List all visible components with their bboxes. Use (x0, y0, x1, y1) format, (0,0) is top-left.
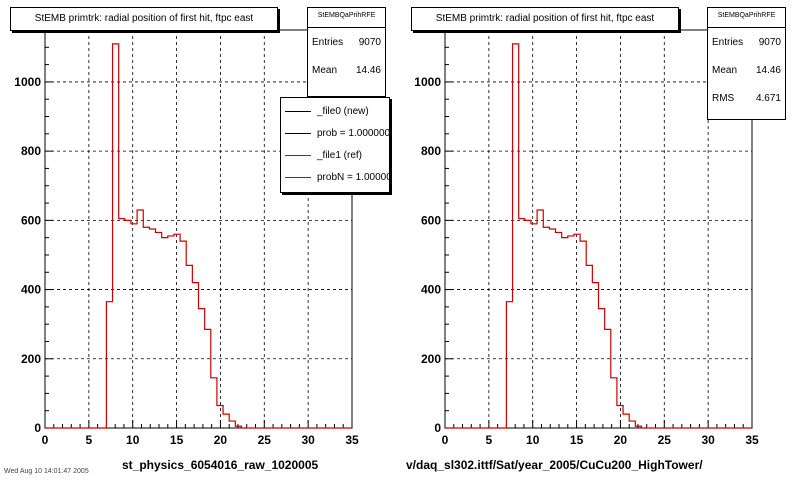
right-x-tick-label: 30 (701, 433, 715, 447)
right-entries-value: 9070 (758, 36, 781, 48)
legend-label-file1: _file1 (ref) (317, 149, 363, 161)
right-x-tick-label: 15 (570, 433, 584, 447)
legend-line-prob (285, 132, 311, 134)
right-y-tick-label: 1000 (414, 75, 441, 89)
legend-label-prob: prob = 1.000000 (317, 127, 390, 139)
left-plot-frame (44, 29, 353, 429)
right-y-tick-label: 600 (421, 213, 441, 227)
right-title-box: StEMB primtrk: radial position of first … (411, 7, 679, 31)
left-x-tick-label: 20 (214, 433, 228, 447)
left-series--file1-ref- (45, 43, 352, 429)
right-entries-label: Entries (712, 36, 744, 48)
legend-line-file0 (285, 110, 311, 112)
left-x-tick-label: 30 (301, 433, 315, 447)
right-plot-frame (444, 29, 753, 429)
left-stats-box: StEMBQaPrihRFE Entries 9070 Mean 14.46 (307, 7, 386, 97)
left-footer-timestamp: Wed Aug 10 14:01:47 2005 (4, 468, 89, 475)
left-stats-entries-row: Entries 9070 (308, 28, 385, 56)
legend-label-probn: probN = 1.000000 (317, 171, 390, 183)
legend-line-file1 (285, 154, 311, 156)
left-x-tick-label: 0 (42, 433, 49, 447)
right-stats-entries-row: Entries 9070 (708, 28, 785, 56)
right-y-tick-label: 800 (421, 144, 441, 158)
legend-entry-file1: _file1 (ref) (281, 144, 389, 166)
left-y-tick-label: 200 (21, 352, 41, 366)
left-x-tick-label: 5 (86, 433, 93, 447)
left-x-tick-label: 25 (258, 433, 272, 447)
right-stats-box: StEMBQaPrihRFE Entries 9070 Mean 14.46 R… (707, 7, 786, 120)
right-x-tick-label: 0 (442, 433, 449, 447)
right-y-tick-label: 0 (434, 421, 441, 435)
right-x-tick-label: 5 (486, 433, 493, 447)
right-y-tick-label: 400 (421, 283, 441, 297)
left-stats-mean-row: Mean 14.46 (308, 56, 385, 84)
right-rms-label: RMS (712, 92, 735, 104)
left-y-tick-label: 600 (21, 213, 41, 227)
left-y-tick-label: 800 (21, 144, 41, 158)
left-legend: _file0 (new) prob = 1.000000 _file1 (ref… (280, 97, 390, 193)
right-mean-value: 14.46 (755, 64, 781, 76)
right-stats-mean-row: Mean 14.46 (708, 56, 785, 84)
left-y-tick-label: 0 (34, 421, 41, 435)
left-title: StEMB primtrk: radial position of first … (34, 13, 254, 24)
right-stats-name: StEMBQaPrihRFE (708, 8, 785, 28)
legend-line-probn (285, 176, 311, 178)
right-title: StEMB primtrk: radial position of first … (435, 13, 655, 24)
right-x-tick-label: 35 (745, 433, 759, 447)
right-x-tick-label: 10 (526, 433, 540, 447)
left-x-title: st_physics_6054016_raw_1020005 (122, 458, 319, 472)
legend-entry-probn: probN = 1.000000 (281, 166, 389, 188)
left-mean-label: Mean (312, 64, 338, 76)
right-x-title: v/daq_sl302.ittf/Sat/year_2005/CuCu200_H… (406, 458, 703, 472)
left-entries-label: Entries (312, 36, 344, 48)
legend-entry-prob: prob = 1.000000 (281, 122, 389, 144)
left-x-tick-label: 10 (126, 433, 140, 447)
left-stats-name: StEMBQaPrihRFE (308, 8, 385, 28)
right-series--file1-ref- (445, 43, 752, 429)
right-stats-rms-row: RMS 4.671 (708, 84, 785, 112)
left-x-tick-label: 35 (345, 433, 359, 447)
legend-entry-file0: _file0 (new) (281, 100, 389, 122)
left-title-box: StEMB primtrk: radial position of first … (10, 7, 278, 31)
left-mean-value: 14.46 (355, 64, 381, 76)
left-entries-value: 9070 (358, 36, 381, 48)
left-x-tick-label: 15 (170, 433, 184, 447)
left-y-tick-label: 400 (21, 283, 41, 297)
right-y-tick-label: 200 (421, 352, 441, 366)
right-rms-value: 4.671 (755, 92, 781, 104)
right-x-tick-label: 20 (614, 433, 628, 447)
left-y-tick-label: 1000 (14, 75, 41, 89)
right-mean-label: Mean (712, 64, 738, 76)
legend-label-file0: _file0 (new) (317, 105, 369, 117)
right-x-tick-label: 25 (658, 433, 672, 447)
